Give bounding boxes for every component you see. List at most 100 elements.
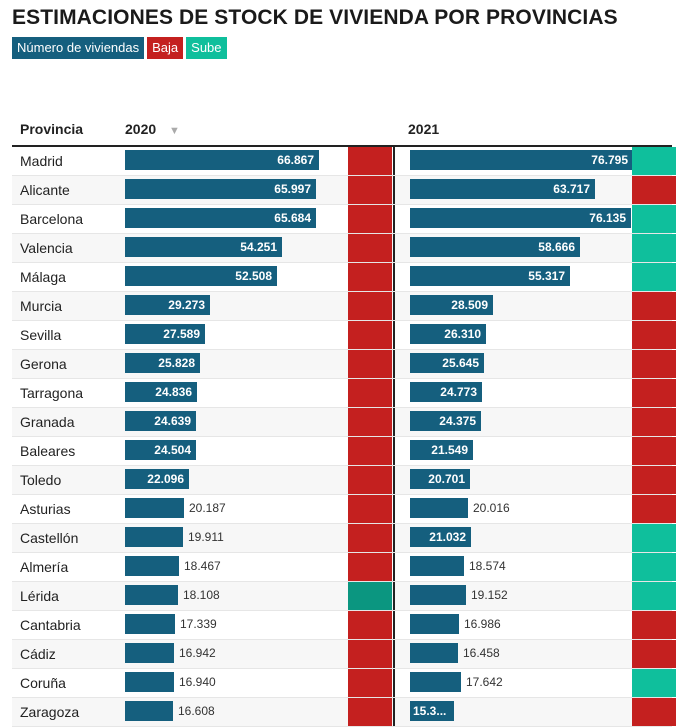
bar-2021-label: 26.310 bbox=[444, 327, 481, 341]
province-name: Cádiz bbox=[20, 646, 56, 662]
column-divider bbox=[393, 698, 395, 726]
province-name: Lérida bbox=[20, 588, 59, 604]
change-cell-2021 bbox=[632, 582, 676, 610]
bar-2021: 20.701 bbox=[410, 469, 470, 489]
change-cell-2021 bbox=[632, 147, 676, 175]
column-divider bbox=[393, 582, 395, 610]
change-cell-2021 bbox=[632, 321, 676, 349]
table-row[interactable]: Almería 18.467 18.574 bbox=[12, 553, 676, 582]
table-row[interactable]: Asturias 20.187 20.016 bbox=[12, 495, 676, 524]
table-header: Provincia 2020 ▼ 2021 bbox=[12, 112, 672, 147]
legend-sube: Sube bbox=[186, 37, 227, 59]
bar-2021: 26.310 bbox=[410, 324, 486, 344]
bar-2021-label: 76.795 bbox=[591, 153, 628, 167]
change-cell-2020 bbox=[348, 611, 392, 639]
bar-2020-label: 24.639 bbox=[154, 414, 191, 428]
change-cell-2021 bbox=[632, 524, 676, 552]
bar-2020: 29.273 bbox=[125, 295, 210, 315]
column-divider bbox=[393, 524, 395, 552]
bar-2020-label: 65.997 bbox=[274, 182, 311, 196]
column-divider bbox=[393, 292, 395, 320]
bar-2021-label: 25.645 bbox=[442, 356, 479, 370]
legend-baja: Baja bbox=[147, 37, 184, 59]
province-name: Asturias bbox=[20, 501, 71, 517]
table-row[interactable]: Castellón 19.911 21.032 bbox=[12, 524, 676, 553]
table-row[interactable]: Gerona 25.828 25.645 bbox=[12, 350, 676, 379]
table-row[interactable]: Madrid 66.867 76.795 bbox=[12, 147, 676, 176]
province-name: Zaragoza bbox=[20, 704, 80, 720]
table-row[interactable]: Granada 24.639 24.375 bbox=[12, 408, 676, 437]
change-cell-2021 bbox=[632, 379, 676, 407]
table-row[interactable]: Murcia 29.273 28.509 bbox=[12, 292, 676, 321]
change-cell-2020 bbox=[348, 495, 392, 523]
bar-2021-label: 15.3... bbox=[413, 704, 447, 718]
bar-2020: 27.589 bbox=[125, 324, 205, 344]
table-row[interactable]: Sevilla 27.589 26.310 bbox=[12, 321, 676, 350]
table-row[interactable]: Zaragoza 16.608 15.3... bbox=[12, 698, 676, 727]
change-cell-2020 bbox=[348, 147, 392, 175]
bar-2021-label: 21.032 bbox=[429, 530, 466, 544]
province-name: Cantabria bbox=[20, 617, 81, 633]
bar-2021-label: 18.574 bbox=[469, 559, 506, 573]
bar-2021: 18.574 bbox=[410, 556, 506, 576]
province-name: Tarragona bbox=[20, 385, 84, 401]
table-row[interactable]: Cádiz 16.942 16.458 bbox=[12, 640, 676, 669]
column-divider bbox=[393, 495, 395, 523]
change-cell-2020 bbox=[348, 205, 392, 233]
change-cell-2021 bbox=[632, 495, 676, 523]
change-cell-2021 bbox=[632, 205, 676, 233]
province-name: Madrid bbox=[20, 153, 63, 169]
header-2020[interactable]: 2020 ▼ bbox=[125, 121, 180, 137]
table-row[interactable]: Barcelona 65.684 76.135 bbox=[12, 205, 676, 234]
column-divider bbox=[393, 176, 395, 204]
bar-2021-label: 17.642 bbox=[466, 675, 503, 689]
change-cell-2021 bbox=[632, 611, 676, 639]
bar-2020: 52.508 bbox=[125, 266, 277, 286]
header-provincia[interactable]: Provincia bbox=[20, 121, 84, 137]
change-cell-2020 bbox=[348, 553, 392, 581]
column-divider bbox=[393, 437, 395, 465]
bar-2021-label: 76.135 bbox=[589, 211, 626, 225]
table-row[interactable]: Toledo 22.096 20.701 bbox=[12, 466, 676, 495]
column-divider bbox=[393, 234, 395, 262]
bar-2020: 24.504 bbox=[125, 440, 196, 460]
bar-2020: 16.942 bbox=[125, 643, 216, 663]
change-cell-2020 bbox=[348, 698, 392, 726]
bar-2020: 20.187 bbox=[125, 498, 226, 518]
bar-2021: 24.773 bbox=[410, 382, 482, 402]
table-row[interactable]: Tarragona 24.836 24.773 bbox=[12, 379, 676, 408]
header-2021[interactable]: 2021 bbox=[408, 121, 440, 137]
change-cell-2021 bbox=[632, 263, 676, 291]
table-row[interactable]: Málaga 52.508 55.317 bbox=[12, 263, 676, 292]
bar-2020: 66.867 bbox=[125, 150, 319, 170]
change-cell-2021 bbox=[632, 698, 676, 726]
bar-2021: 76.135 bbox=[410, 208, 631, 228]
table-row[interactable]: Alicante 65.997 63.717 bbox=[12, 176, 676, 205]
table-row[interactable]: Coruña 16.940 17.642 bbox=[12, 669, 676, 698]
legend-numero-viviendas: Número de viviendas bbox=[12, 37, 145, 59]
sort-descending-icon[interactable]: ▼ bbox=[169, 125, 180, 137]
change-cell-2020 bbox=[348, 437, 392, 465]
province-name: Baleares bbox=[20, 443, 76, 459]
bar-2020-label: 18.467 bbox=[184, 559, 221, 573]
bar-2020-label: 16.940 bbox=[179, 675, 216, 689]
bar-2021-label: 63.717 bbox=[553, 182, 590, 196]
change-cell-2020 bbox=[348, 408, 392, 436]
province-name: Granada bbox=[20, 414, 75, 430]
bar-2021: 58.666 bbox=[410, 237, 580, 257]
table-row[interactable]: Valencia 54.251 58.666 bbox=[12, 234, 676, 263]
change-cell-2020 bbox=[348, 234, 392, 262]
bar-2021: 15.3... bbox=[410, 701, 454, 721]
column-divider bbox=[393, 350, 395, 378]
bar-2021: 16.458 bbox=[410, 643, 500, 663]
table-row[interactable]: Baleares 24.504 21.549 bbox=[12, 437, 676, 466]
bar-2021-label: 21.549 bbox=[431, 443, 468, 457]
bar-2020: 22.096 bbox=[125, 469, 189, 489]
table-row[interactable]: Lérida 18.108 19.152 bbox=[12, 582, 676, 611]
bar-2021: 63.717 bbox=[410, 179, 595, 199]
column-divider bbox=[393, 321, 395, 349]
bar-2020: 17.339 bbox=[125, 614, 217, 634]
bar-2021: 21.032 bbox=[410, 527, 471, 547]
table-row[interactable]: Cantabria 17.339 16.986 bbox=[12, 611, 676, 640]
change-cell-2021 bbox=[632, 640, 676, 668]
